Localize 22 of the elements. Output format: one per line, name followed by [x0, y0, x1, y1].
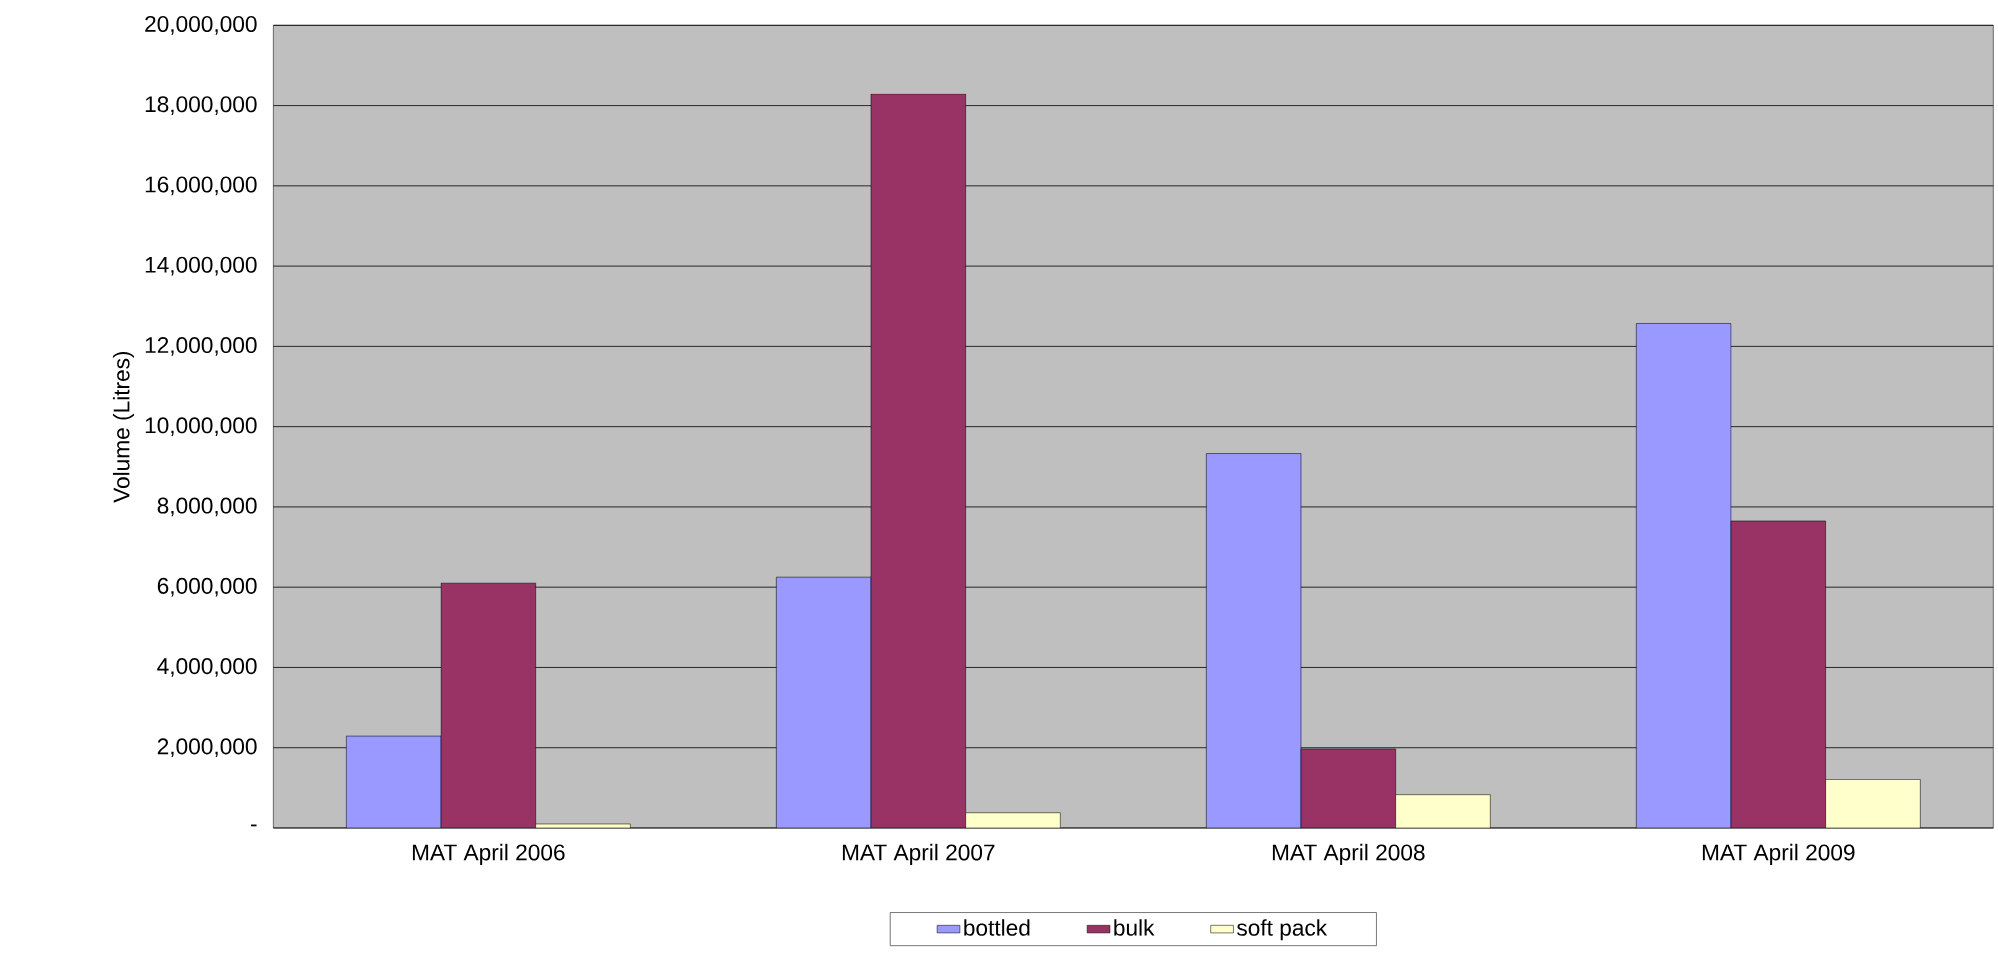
y-axis-title: Volume (Litres) [112, 351, 135, 503]
y-tick-label: 8,000,000 [157, 497, 257, 517]
bar [965, 812, 1061, 828]
bar [1825, 779, 1921, 828]
legend-label: bulk [1114, 919, 1155, 936]
y-tick-label: 2,000,000 [157, 738, 257, 758]
legend-label: bottled [964, 919, 1030, 936]
y-tick-label: - [250, 824, 257, 827]
x-tick-label: MAT April 2006 [412, 843, 565, 865]
bar [1395, 794, 1491, 828]
y-tick-label: 10,000,000 [145, 417, 257, 437]
y-tick-label: 6,000,000 [157, 577, 257, 597]
x-tick-label: MAT April 2009 [1702, 843, 1855, 865]
y-tick-label: 18,000,000 [145, 96, 257, 115]
y-tick-label: 16,000,000 [145, 176, 257, 196]
y-tick-label: 4,000,000 [157, 658, 257, 677]
legend-label: soft pack [1237, 919, 1328, 941]
y-tick-label: 12,000,000 [145, 337, 257, 356]
y-tick-label: 14,000,000 [145, 256, 257, 276]
x-tick-label: MAT April 2008 [1272, 843, 1425, 865]
y-tick-label: 20,000,000 [145, 15, 257, 35]
x-tick-label: MAT April 2007 [842, 843, 995, 865]
